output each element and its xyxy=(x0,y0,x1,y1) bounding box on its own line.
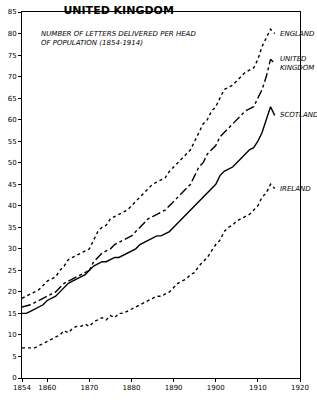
svg-text:1880: 1880 xyxy=(123,384,141,392)
svg-text:ENGLAND: ENGLAND xyxy=(280,30,315,38)
svg-text:1860: 1860 xyxy=(38,384,56,392)
svg-text:SCOTLAND: SCOTLAND xyxy=(280,111,317,119)
svg-text:60: 60 xyxy=(8,116,17,124)
svg-text:IRELAND: IRELAND xyxy=(280,185,311,193)
svg-text:25: 25 xyxy=(8,267,17,275)
svg-text:NUMBER OF LETTERS DELIVERED PE: NUMBER OF LETTERS DELIVERED PER HEADOF P… xyxy=(41,30,196,47)
svg-text:30: 30 xyxy=(8,245,17,253)
svg-text:70: 70 xyxy=(8,73,17,81)
svg-text:75: 75 xyxy=(8,52,17,60)
svg-text:1890: 1890 xyxy=(165,384,183,392)
svg-text:1920: 1920 xyxy=(291,384,309,392)
svg-text:0: 0 xyxy=(12,374,16,382)
svg-text:45: 45 xyxy=(8,181,17,189)
svg-text:65: 65 xyxy=(8,95,17,103)
svg-text:50: 50 xyxy=(8,159,17,167)
svg-text:20: 20 xyxy=(8,288,17,296)
svg-text:15: 15 xyxy=(8,310,17,318)
svg-text:1870: 1870 xyxy=(80,384,98,392)
svg-text:5: 5 xyxy=(12,353,16,361)
svg-text:40: 40 xyxy=(8,202,17,210)
svg-text:10: 10 xyxy=(8,331,17,339)
svg-text:1900: 1900 xyxy=(207,384,225,392)
svg-text:85: 85 xyxy=(8,8,17,16)
svg-text:UNITEDKINGDOM: UNITEDKINGDOM xyxy=(280,55,314,72)
svg-text:UNITED KINGDOM: UNITED KINGDOM xyxy=(63,4,173,17)
svg-text:1910: 1910 xyxy=(249,384,267,392)
svg-text:35: 35 xyxy=(8,224,17,232)
svg-text:55: 55 xyxy=(8,138,17,146)
svg-text:1854: 1854 xyxy=(13,384,31,392)
svg-text:80: 80 xyxy=(8,30,17,38)
